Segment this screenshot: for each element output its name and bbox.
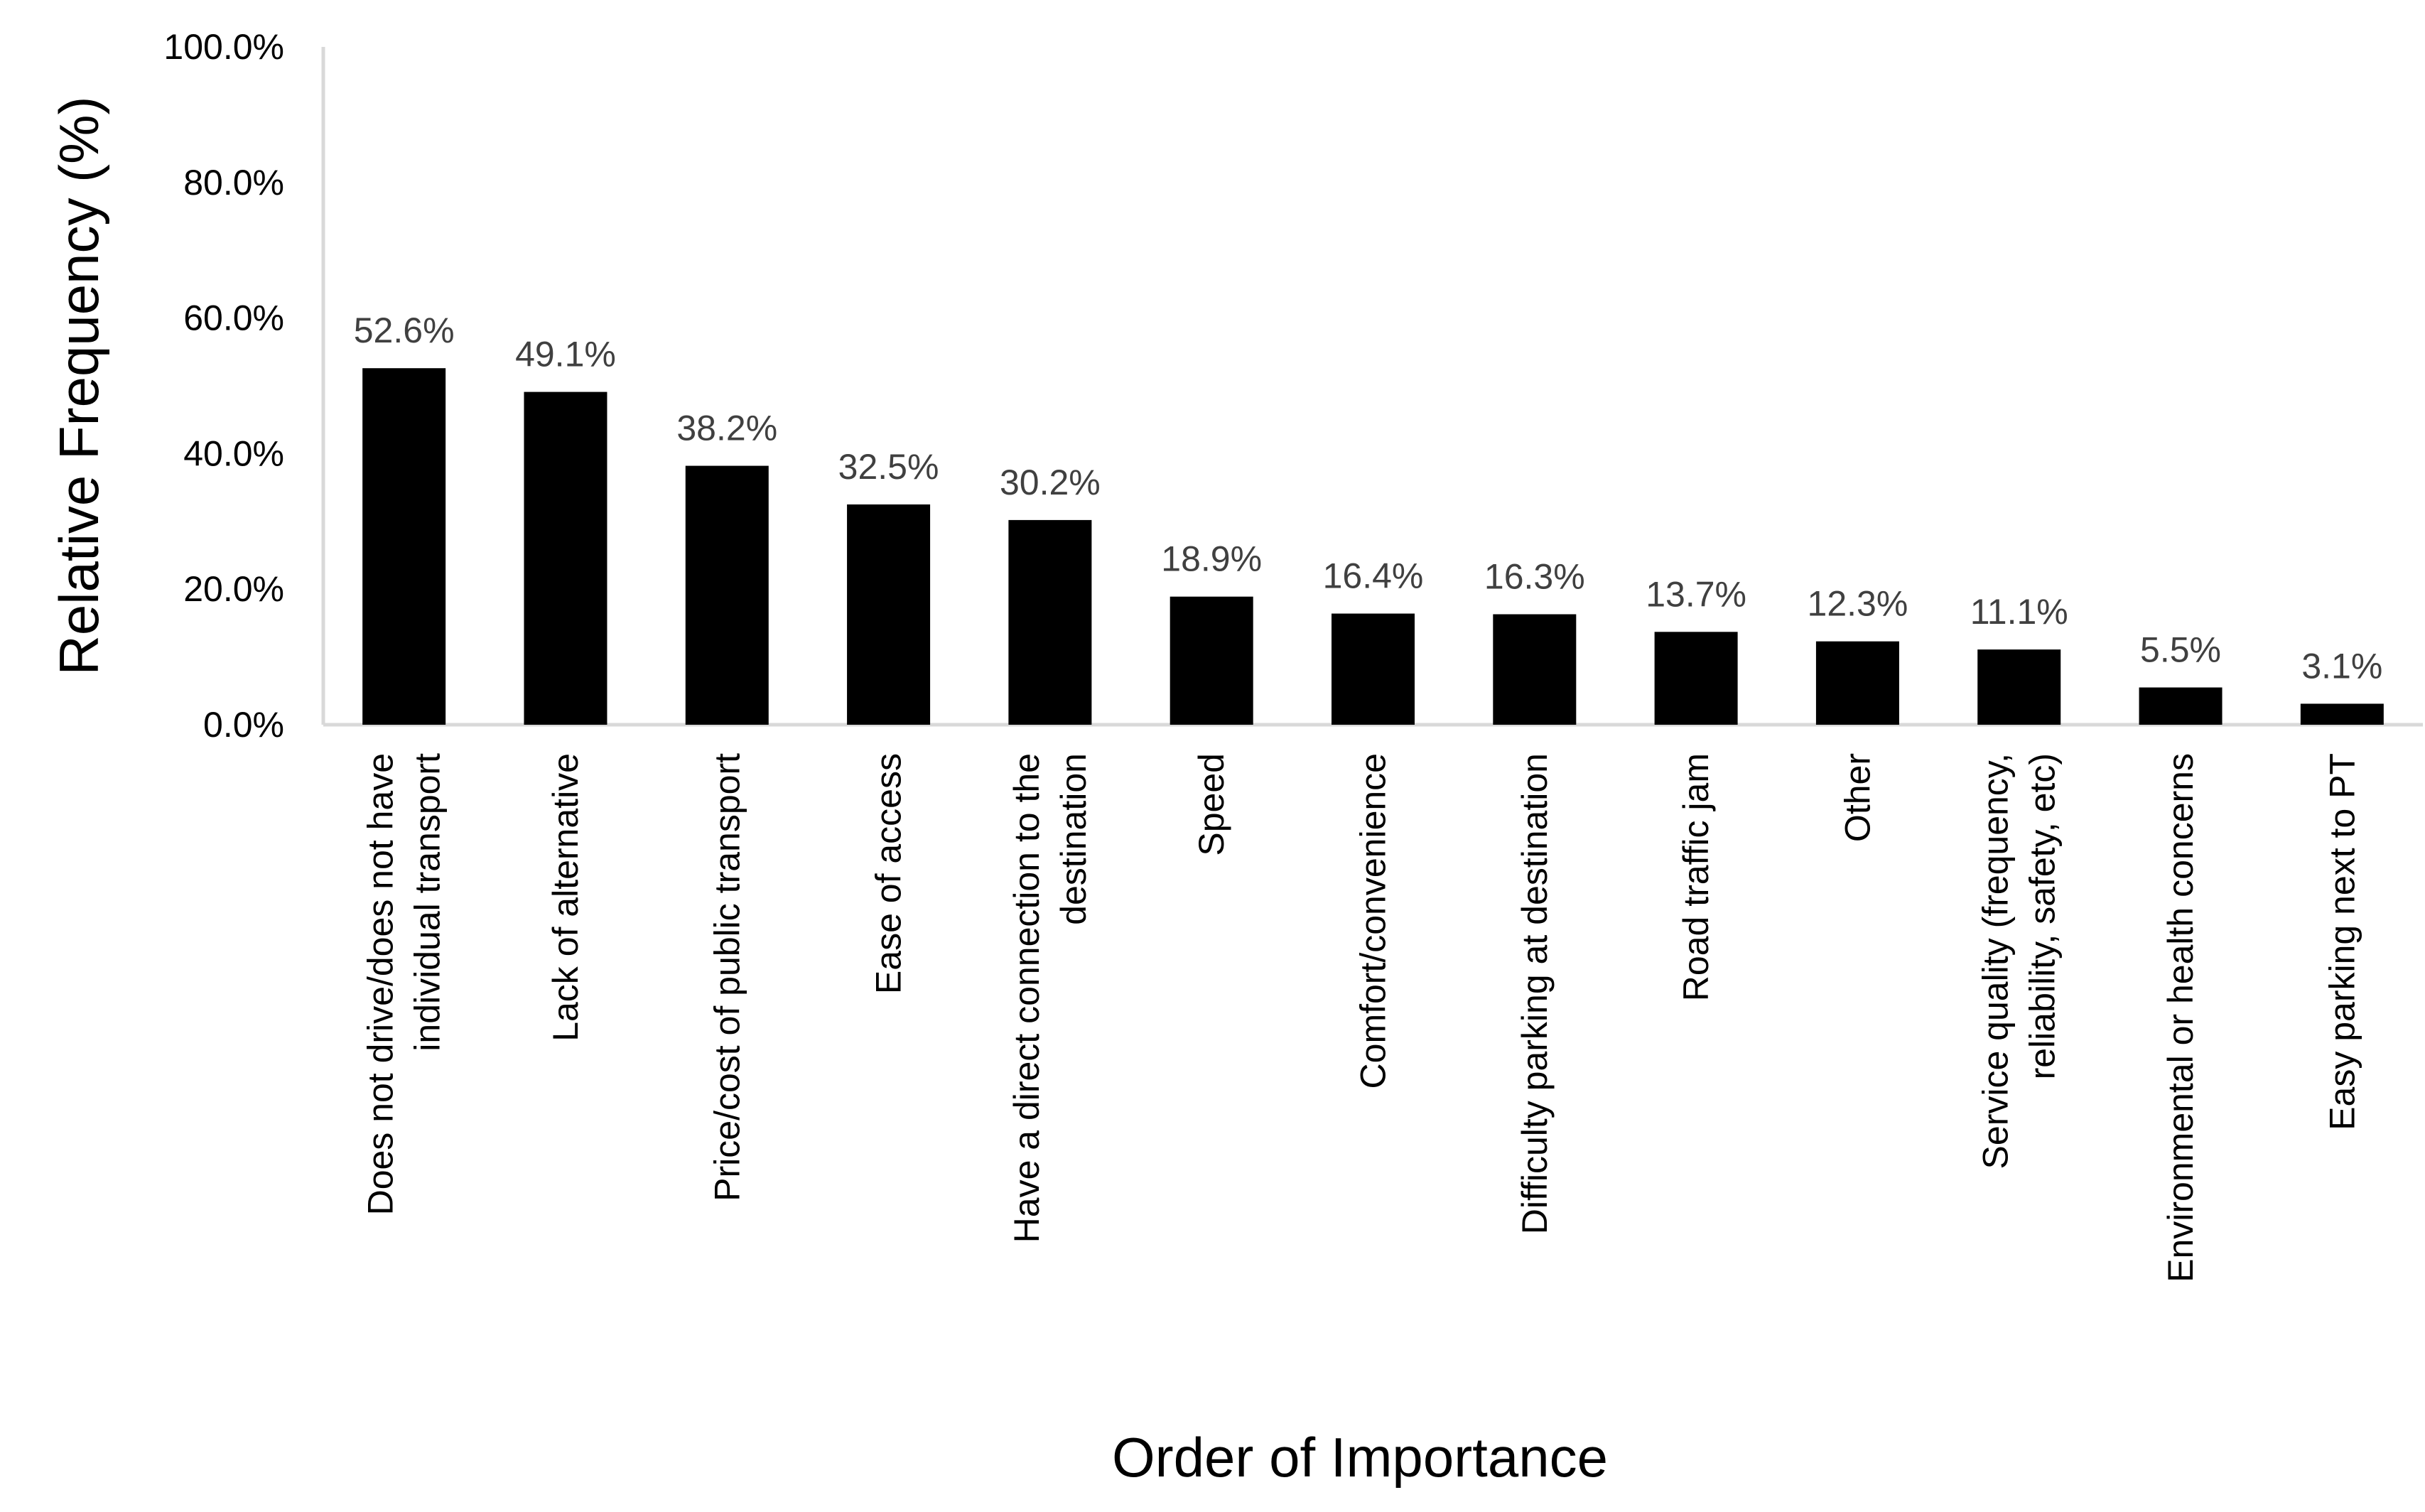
y-tick-label: 0.0% [203,705,284,745]
data-labels: 52.6% 49.1% 38.2% 32.5% 30.2% 18.9% 16.4% 16.3%… [354,310,2383,686]
x-axis: Does not drive/does not have individual t… [323,723,2423,1282]
y-tick-label: 20.0% [183,569,284,609]
data-label: 3.1% [2301,646,2382,686]
bar [1815,641,1899,725]
data-label: 13.7% [1646,574,1746,614]
x-category-label-line: individual transport [408,753,448,1052]
bar [2300,703,2384,725]
x-category-label: Have a direct connection to the destinati… [1007,753,1093,1243]
x-category-label: Does not drive/does not have individual t… [361,753,448,1216]
x-category-label-line: Environmental or health concerns [2161,753,2200,1282]
data-label: 16.4% [1323,556,1424,596]
x-category-label: Price/cost of public transport [707,753,747,1202]
x-category-label: Speed [1192,753,1231,856]
bar [685,465,769,725]
data-label: 30.2% [1000,463,1101,502]
x-category-label: Comfort/convenience [1354,753,1393,1089]
x-category-label: Lack of alternative [546,753,585,1042]
x-category-label-line: Speed [1192,753,1231,856]
x-category-label-line: Other [1837,753,1877,842]
data-label: 52.6% [354,310,455,350]
x-category-label-line: Road traffic jam [1676,753,1716,1001]
data-label: 32.5% [838,447,939,487]
x-category-label-line: Difficulty parking at destination [1515,753,1555,1234]
y-tick-labels: 0.0% 20.0% 40.0% 60.0% 80.0% 100.0% [163,27,284,745]
bar [1170,596,1253,725]
data-label: 16.3% [1484,556,1585,596]
bar [847,504,931,725]
y-tick-label: 40.0% [183,433,284,473]
x-category-label-line: Have a direct connection to the [1007,753,1047,1243]
data-label: 49.1% [515,335,616,374]
bar [1654,632,1738,725]
x-category-label: Difficulty parking at destination [1515,753,1555,1234]
bar-series [362,368,2384,725]
y-tick-label: 80.0% [183,163,284,202]
bar [524,392,607,725]
x-category-label: Ease of access [869,753,909,994]
x-category-label-line: Price/cost of public transport [707,753,747,1202]
bar [1008,519,1092,725]
x-category-label-line: Easy parking next to PT [2322,753,2362,1130]
data-label: 18.9% [1161,539,1262,579]
x-category-label: Road traffic jam [1676,753,1716,1001]
bar [1332,613,1415,725]
bar [2139,687,2223,725]
x-category-label: Easy parking next to PT [2322,753,2362,1130]
x-category-label-line: Service quality (frequency, [1976,753,2016,1169]
y-tick-label: 100.0% [163,27,284,67]
x-category-labels: Does not drive/does not have individual t… [361,753,2362,1282]
bar [1493,614,1577,725]
x-category-label-line: Does not drive/does not have [361,753,401,1215]
y-axis-title: Relative Frequency (%) [48,97,110,676]
x-category-label-line: reliability, safety, etc) [2023,753,2063,1079]
y-axis: 0.0% 20.0% 40.0% 60.0% 80.0% 100.0% [163,27,325,745]
data-label: 12.3% [1808,584,1908,624]
x-category-label: Service quality (frequency, reliability, … [1976,753,2063,1169]
bar [362,368,446,725]
x-category-label-line: Ease of access [869,753,909,994]
x-category-label: Other [1837,753,1877,842]
y-tick-label: 60.0% [183,298,284,338]
data-label: 5.5% [2140,630,2221,670]
data-label: 11.1% [1970,592,2068,632]
x-category-label-line: Comfort/convenience [1354,753,1393,1089]
x-category-label-line: destination [1054,753,1093,925]
data-label: 38.2% [676,409,777,448]
x-category-label: Environmental or health concerns [2161,753,2200,1282]
bar [1977,649,2061,725]
x-category-label-line: Lack of alternative [546,753,585,1042]
x-axis-title: Order of Importance [1112,1426,1608,1489]
